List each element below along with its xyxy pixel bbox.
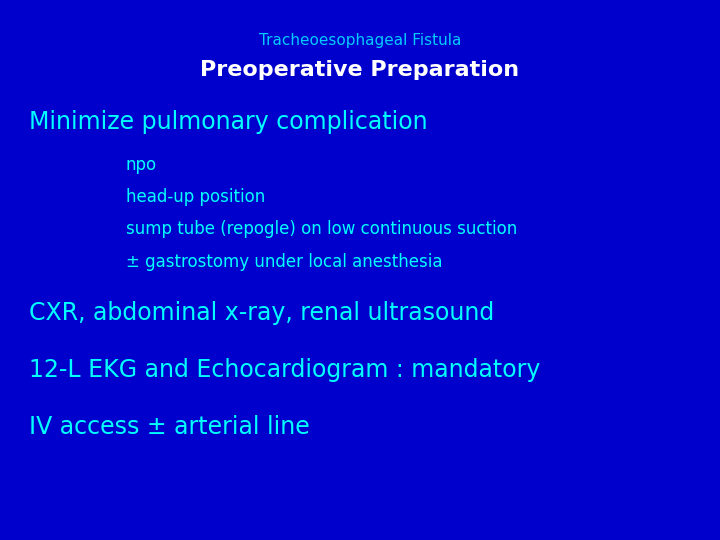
Text: Tracheoesophageal Fistula: Tracheoesophageal Fistula: [258, 33, 462, 48]
Text: Minimize pulmonary complication: Minimize pulmonary complication: [29, 110, 428, 133]
Text: CXR, abdominal x-ray, renal ultrasound: CXR, abdominal x-ray, renal ultrasound: [29, 301, 494, 325]
Text: npo: npo: [126, 156, 157, 174]
Text: IV access ± arterial line: IV access ± arterial line: [29, 415, 310, 438]
Text: 12-L EKG and Echocardiogram : mandatory: 12-L EKG and Echocardiogram : mandatory: [29, 358, 540, 382]
Text: head-up position: head-up position: [126, 188, 265, 206]
Text: sump tube (repogle) on low continuous suction: sump tube (repogle) on low continuous su…: [126, 220, 517, 239]
Text: Preoperative Preparation: Preoperative Preparation: [200, 60, 520, 80]
Text: ± gastrostomy under local anesthesia: ± gastrostomy under local anesthesia: [126, 253, 443, 271]
